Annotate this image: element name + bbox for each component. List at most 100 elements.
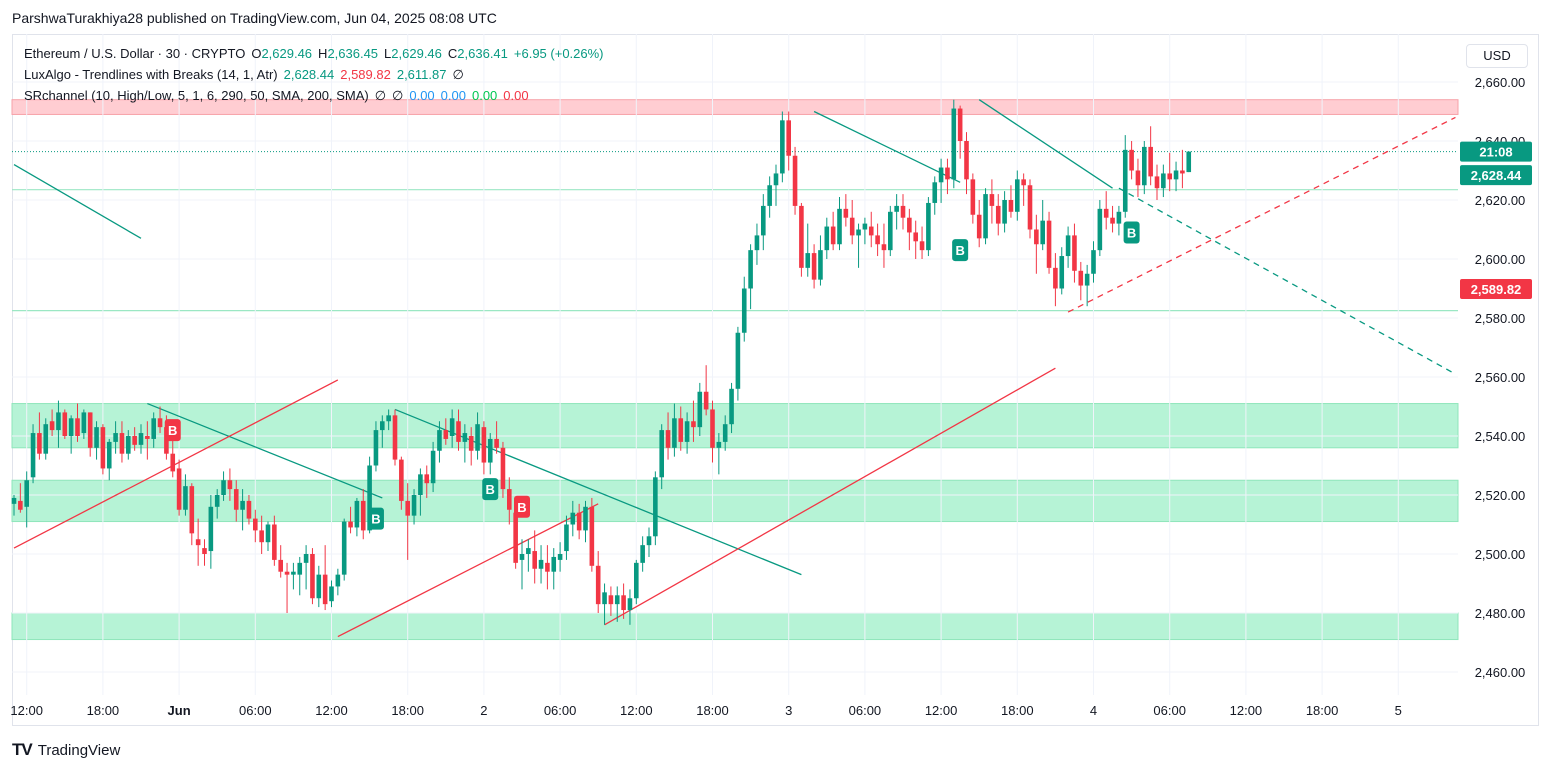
x-tick-label: 12:00 [925, 703, 958, 718]
indicator-value-5: 0.00 [471, 88, 498, 103]
x-axis: 12:00 18:00 Jun 06:00 12:00 18:00 2 06:00 12:00 1… [10, 703, 1401, 718]
candle-body [303, 554, 309, 563]
candle-body [1103, 208, 1109, 218]
candle-body [1034, 229, 1039, 245]
candle-body [653, 477, 658, 537]
candle [94, 421, 99, 460]
candle-body [443, 430, 449, 439]
footer-branding[interactable]: TV TradingView [12, 740, 120, 760]
candle [780, 111, 785, 183]
break-marker: B [1123, 221, 1140, 244]
symbol-name[interactable]: Ethereum / U.S. Dollar · 30 · CRYPTO [24, 46, 246, 61]
candle [24, 471, 29, 528]
candle-body [900, 205, 906, 218]
candle [697, 382, 703, 436]
candle-body [932, 182, 938, 203]
candle [538, 545, 544, 584]
candle-body [183, 486, 188, 510]
break-marker: B [482, 478, 499, 501]
candle [640, 536, 645, 572]
change-value: +6.95 (+0.26%) [513, 46, 604, 61]
break-marker: B [514, 495, 530, 518]
candle-body [1027, 185, 1033, 230]
candle-body [170, 453, 176, 472]
candle-body [703, 391, 709, 410]
price-axis-label: 21:08 [1460, 141, 1532, 162]
candle-body [665, 430, 671, 448]
candle [532, 530, 537, 584]
candle [862, 217, 868, 245]
lower-trendline [604, 367, 1056, 626]
candle [1040, 200, 1045, 251]
candle-body [1167, 173, 1172, 180]
candle-body [945, 167, 950, 180]
candle-body [487, 438, 493, 463]
candle [221, 471, 226, 501]
break-marker-badge [514, 495, 530, 518]
candle [297, 556, 303, 596]
candle [824, 217, 830, 259]
candle-body [37, 433, 42, 454]
candle-body [348, 521, 353, 528]
candle-body [691, 421, 696, 428]
candle-body [735, 332, 741, 389]
candle-body [284, 571, 290, 575]
candle [710, 400, 715, 463]
candle [202, 539, 207, 566]
candle-body [767, 185, 772, 206]
upper-trendline [978, 99, 1113, 189]
candle [881, 223, 887, 268]
candle [716, 433, 722, 475]
candle-body [672, 418, 677, 448]
indicator-value-2: 2,589.82 [340, 67, 391, 82]
currency-button[interactable]: USD [1466, 44, 1528, 68]
candle [989, 179, 995, 224]
legend-indicator-srchannel[interactable]: SRchannel (10, High/Low, 5, 1, 6, 290, 5… [24, 88, 535, 104]
candle [456, 409, 461, 451]
candle [926, 197, 931, 257]
candle-body [126, 436, 131, 454]
candle [983, 188, 988, 245]
legend-symbol-row: Ethereum / U.S. Dollar · 30 · CRYPTO O2,6… [24, 46, 610, 61]
candle [1002, 191, 1007, 233]
candle-body [710, 409, 715, 448]
candle [805, 223, 811, 277]
candle-body [761, 205, 766, 236]
candle [919, 226, 925, 259]
candle-body [62, 412, 68, 436]
candle-body [240, 500, 245, 510]
candle-body [1154, 176, 1160, 189]
candle-body [75, 418, 80, 436]
candle [907, 208, 912, 251]
candle-body [43, 424, 49, 454]
legend-indicator-luxalgo[interactable]: LuxAlgo - Trendlines with Breaks (14, 1,… [24, 67, 470, 83]
candle [1008, 185, 1014, 218]
candle [703, 365, 709, 416]
price-labels: 21:08 2,628.44 2,589.82 [1460, 141, 1532, 300]
candle [68, 415, 74, 454]
candle [1065, 226, 1071, 268]
price-axis-label-bg [1460, 279, 1532, 300]
candle-body [1072, 235, 1077, 271]
sr-zones [11, 99, 1459, 641]
candle [18, 483, 23, 513]
candle-body [1008, 200, 1014, 212]
candle [62, 409, 68, 439]
candle [507, 477, 512, 525]
candle [253, 509, 258, 543]
candle-body [773, 173, 779, 186]
candle [583, 500, 588, 543]
candle [767, 176, 772, 218]
support-zone [11, 403, 1459, 449]
candle [348, 506, 353, 534]
indicator-value-4: 0.00 [440, 88, 466, 103]
candle [722, 415, 728, 451]
candle-body [449, 418, 455, 436]
indicator-value-3: 0.00 [409, 88, 435, 103]
candle [475, 412, 480, 460]
candle-body [145, 436, 150, 439]
tradingview-logo-icon: TV [12, 740, 33, 759]
candle [284, 562, 290, 613]
candle [341, 518, 347, 581]
